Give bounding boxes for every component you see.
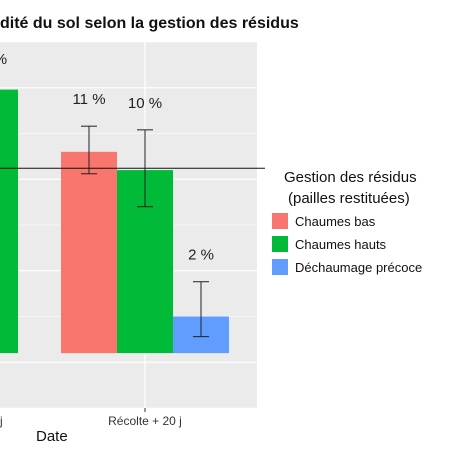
legend-swatch: [272, 213, 288, 229]
bar-chaumes-bas: [61, 151, 117, 354]
data-label: 10 %: [128, 95, 162, 112]
legend-title-line1: Gestion des résidus: [284, 169, 417, 186]
x-tick-label: j: [0, 414, 3, 428]
x-axis-title: Date: [36, 428, 68, 445]
chart-title: Humidité du sol selon la gestion des rés…: [0, 15, 299, 32]
bar-chaumes-hauts: [0, 89, 18, 354]
legend: Gestion des résidus (pailles restituées)…: [272, 169, 422, 275]
x-tick-label: Récolte + 20 j: [108, 414, 182, 428]
legend-label: Chaumes hauts: [295, 237, 387, 252]
data-label: 11 %: [72, 91, 105, 108]
legend-label: Déchaumage précoce: [295, 260, 422, 275]
data-label: 17 %: [0, 51, 7, 68]
x-axis-ticks: j Récolte + 20 j: [0, 408, 182, 428]
data-label: 2 %: [188, 247, 214, 264]
bars: [0, 89, 265, 354]
data-labels: 17 % 11 % 10 % 2 %: [0, 51, 214, 264]
legend-title-line2: (pailles restituées): [288, 190, 410, 207]
legend-swatch: [272, 236, 288, 252]
legend-swatch: [272, 259, 288, 275]
legend-label: Chaumes bas: [295, 214, 376, 229]
